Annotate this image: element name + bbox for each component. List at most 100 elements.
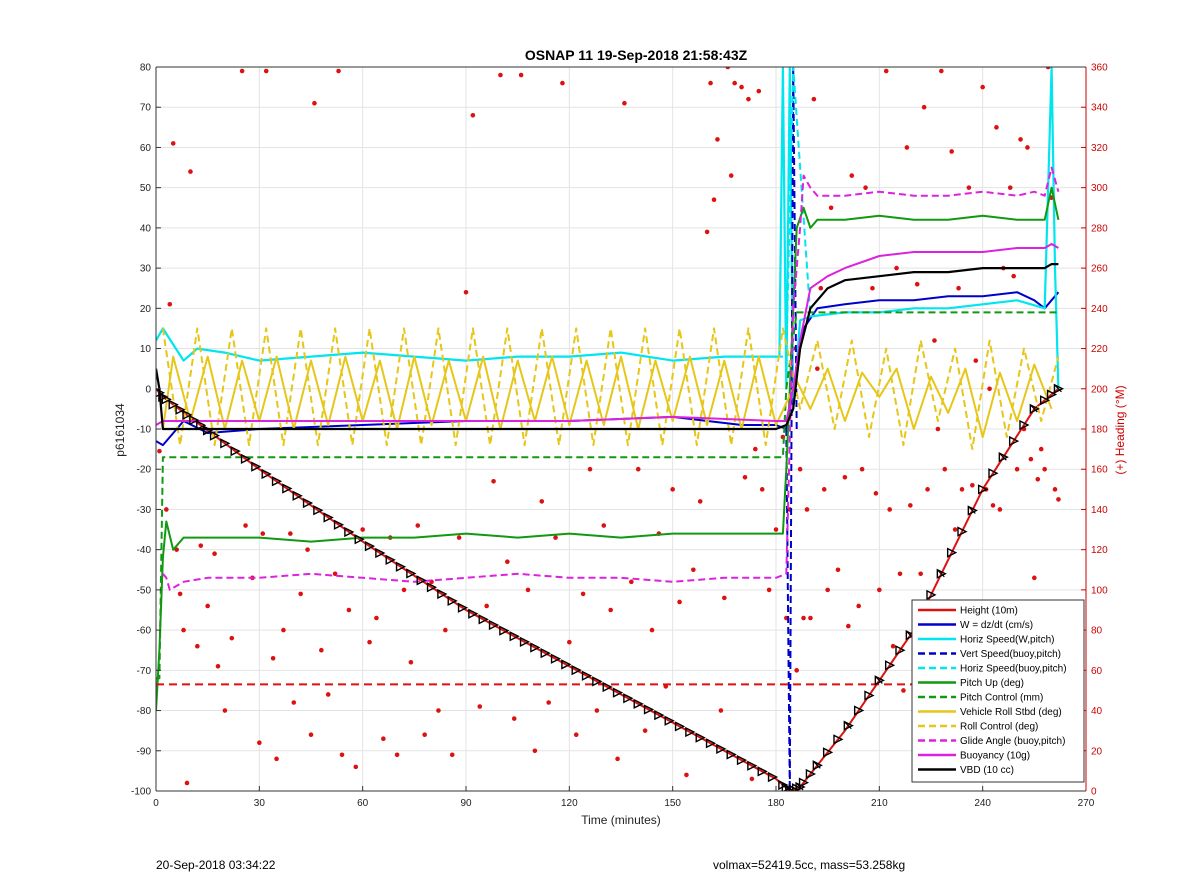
height-marker [957, 526, 968, 537]
height-marker [251, 461, 262, 472]
heading-point [274, 756, 279, 762]
heading-point [759, 487, 765, 492]
heading-point [1052, 487, 1058, 492]
heading-point [470, 112, 476, 118]
heading-point [560, 80, 565, 86]
y-tick-label: 30 [140, 264, 152, 275]
y-tick-label: 80 [140, 63, 152, 74]
legend: Height (10m) W = dz/dt (cm/s) Horiz Speed(… [911, 599, 1085, 783]
heading-point [732, 80, 737, 86]
heading-point [966, 185, 972, 190]
heading-point [580, 591, 586, 597]
heading-point [477, 704, 483, 709]
height-marker [344, 526, 355, 538]
heading-point [491, 478, 496, 484]
height-marker [540, 648, 551, 659]
height-marker [946, 547, 958, 558]
footer-timestamp: 20-Sep-2018 03:34:22 [156, 858, 276, 872]
y-tick-label: 60 [140, 143, 152, 154]
y2-tick-label: 240 [1091, 304, 1108, 315]
x-tick-label: 210 [871, 798, 888, 809]
y-tick-label: 40 [140, 223, 152, 234]
heading-point [325, 692, 331, 697]
heading-point [608, 607, 613, 613]
height-marker-cross [1055, 385, 1062, 393]
series-line-pitch-ctrl [156, 311, 1059, 680]
heading-point [932, 338, 937, 343]
height-marker [884, 660, 896, 671]
heading-point [1025, 145, 1030, 150]
heading-point [177, 591, 183, 597]
y2-tick-label: 120 [1091, 545, 1108, 556]
heading-point [952, 527, 958, 532]
heading-point [257, 740, 262, 746]
heading-point [532, 748, 538, 754]
height-marker [385, 554, 396, 565]
heading-point [1038, 446, 1044, 452]
y2-tick-label: 140 [1091, 505, 1108, 516]
height-marker [798, 777, 810, 788]
height-marker [757, 766, 768, 777]
heading-point [622, 100, 627, 106]
heading-point [856, 603, 861, 609]
height-marker [499, 625, 510, 636]
heading-point [1032, 575, 1037, 581]
heading-point [518, 72, 524, 78]
height-marker [612, 687, 624, 698]
heading-point [374, 615, 379, 621]
height-marker [1039, 395, 1051, 406]
heading-point [749, 776, 755, 782]
x-tick-label: 150 [664, 798, 681, 809]
height-marker-cross [844, 722, 852, 730]
heading-point [449, 752, 455, 758]
height-marker [375, 547, 386, 559]
heading-point [1011, 273, 1016, 279]
heading-point [573, 732, 579, 737]
y-tick-label: 10 [140, 344, 152, 355]
height-marker [478, 614, 489, 625]
x-tick-label: 90 [460, 798, 472, 809]
legend-label: Pitch Up (deg) [960, 678, 1024, 689]
heading-point [360, 527, 365, 532]
heading-point [994, 125, 999, 130]
height-marker [967, 505, 978, 516]
heading-point [222, 708, 228, 713]
x-axis-label: Time (minutes) [581, 813, 661, 827]
heading-point [870, 285, 875, 291]
legend-label: Vehicle Roll Stbd (deg) [960, 707, 1062, 718]
height-marker-cross [813, 761, 821, 769]
height-marker-cross [937, 570, 945, 578]
heading-point [567, 639, 572, 645]
heading-point [195, 643, 200, 649]
legend-label: VBD (10 cc) [960, 765, 1014, 776]
heading-point [797, 466, 803, 472]
heading-point [594, 708, 600, 713]
heading-point [1018, 137, 1023, 142]
y2-tick-label: 40 [1091, 706, 1103, 717]
height-marker [1029, 403, 1040, 415]
heading-point [949, 149, 954, 154]
heading-point [684, 772, 689, 778]
heading-point [339, 752, 345, 758]
heading-point [408, 659, 414, 665]
x-tick-label: 180 [768, 798, 785, 809]
heading-point [346, 607, 352, 613]
height-marker [220, 438, 231, 449]
heading-point [298, 591, 303, 597]
y-tick-label: 70 [140, 103, 152, 114]
heading-point [498, 72, 503, 78]
y-tick-label: -90 [137, 746, 152, 757]
y-tick-label: -60 [137, 626, 152, 637]
heading-point [815, 366, 820, 371]
y-tick-label: -50 [137, 585, 152, 596]
height-marker [209, 430, 221, 441]
heading-point [649, 627, 655, 633]
series-line-roll [161, 355, 1053, 438]
x-tick-label: 270 [1078, 798, 1095, 809]
heading-point [260, 531, 266, 536]
height-marker [592, 676, 603, 687]
height-marker-cross [968, 507, 976, 514]
y-tick-label: -20 [137, 465, 152, 476]
height-marker [936, 568, 947, 579]
